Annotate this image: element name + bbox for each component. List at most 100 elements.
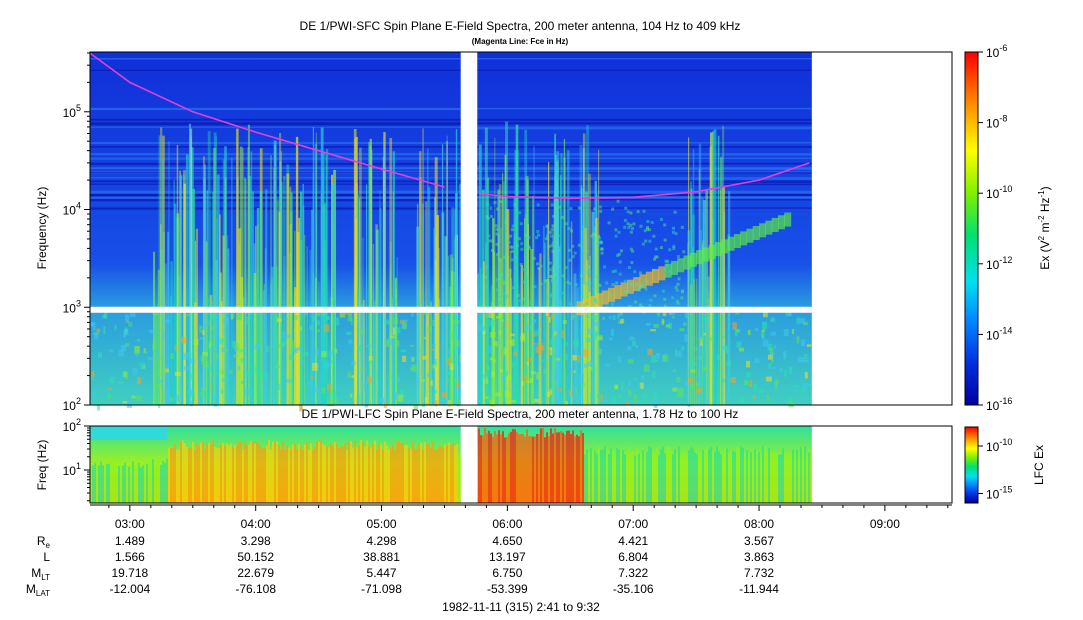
sfc-pixel (411, 356, 415, 362)
lfc-column (248, 444, 250, 503)
lfc-column (100, 461, 102, 503)
sfc-pixel (513, 203, 517, 207)
sfc-pixel (770, 359, 774, 363)
lfc-column (140, 467, 142, 503)
sfc-pixel (650, 355, 657, 363)
sfc-pixel (676, 376, 681, 383)
sfc-pixel (495, 316, 502, 319)
sfc-burst (721, 156, 723, 405)
sfc-burst (165, 306, 167, 405)
sfc-pixel (610, 302, 614, 306)
sfc-pixel (724, 345, 728, 354)
lfc-colorbar-tick-label: 10-15 (986, 485, 1012, 502)
sfc-pixel (617, 356, 622, 363)
sfc-pixel (488, 319, 495, 327)
sfc-pixel (577, 243, 581, 247)
sfc-y-tick-label: 102 (63, 396, 81, 413)
sfc-pixel (350, 317, 353, 326)
sfc-pixel (629, 230, 633, 234)
sfc-pixel (276, 393, 279, 398)
sfc-burst (322, 152, 325, 405)
lfc-column (646, 451, 648, 503)
fce-line (89, 52, 810, 200)
sfc-burst (315, 132, 317, 405)
lfc-column (308, 449, 310, 503)
sfc-pixel (291, 401, 294, 404)
sfc-pixel (603, 398, 608, 405)
sfc-pixel (506, 392, 511, 398)
sfc-pixel (548, 316, 551, 323)
sfc-pixel (681, 346, 684, 351)
sfc-pixel (509, 234, 513, 238)
sfc-pixel (417, 331, 420, 334)
sfc-pixel (699, 356, 703, 360)
sfc-burst (588, 173, 591, 405)
sfc-pixel (539, 282, 543, 286)
sfc-pixel (174, 344, 178, 351)
lfc-column (492, 436, 494, 503)
sfc-pixel (114, 324, 117, 331)
lfc-column (138, 463, 140, 503)
lfc-column (680, 453, 682, 503)
sfc-pixel (94, 332, 99, 340)
sfc-pixel (560, 215, 564, 219)
sfc-pixel (767, 343, 773, 351)
sfc-pixel (644, 239, 648, 243)
sfc-band (477, 126, 812, 130)
sfc-pixel (770, 317, 776, 322)
lfc-column (594, 451, 596, 503)
sfc-emission (727, 236, 735, 251)
ephemeris-value: 3.567 (744, 534, 774, 548)
lfc-column (268, 440, 270, 503)
lfc-column (560, 431, 562, 503)
sfc-pixel (360, 367, 366, 371)
sfc-burst (422, 128, 424, 406)
sfc-pixel (770, 352, 775, 355)
sfc-burst (195, 228, 199, 405)
sfc-pixel (650, 329, 657, 332)
sfc-pixel (549, 275, 553, 279)
sfc-pixel (286, 379, 292, 383)
sfc-pixel (549, 347, 553, 356)
sfc-pixel (148, 329, 155, 334)
sfc-band (477, 183, 812, 186)
sfc-pixel (98, 352, 103, 358)
lfc-column (668, 447, 670, 503)
sfc-pixel (495, 392, 501, 397)
sfc-burst (449, 286, 452, 405)
lfc-column (724, 447, 726, 503)
lfc-column (284, 449, 286, 503)
sfc-pixel (796, 336, 800, 344)
lfc-column (526, 429, 528, 503)
lfc-column (294, 443, 296, 503)
ephemeris-value: 38.881 (363, 550, 400, 564)
sfc-pixel (186, 352, 192, 357)
sfc-pixel (158, 379, 164, 383)
sfc-pixel (513, 351, 518, 356)
sfc-burst (722, 187, 726, 405)
sfc-pixel (803, 321, 808, 326)
lfc-spectrogram-image (90, 426, 952, 503)
lfc-column (748, 455, 750, 503)
lfc-column (682, 452, 684, 503)
sfc-burst (556, 151, 559, 405)
sfc-burst (243, 177, 246, 405)
sfc-pixel (106, 392, 109, 398)
sfc-burst (554, 155, 557, 405)
sfc-burst (290, 192, 293, 405)
sfc-pixel (510, 333, 515, 337)
lfc-column (302, 449, 304, 503)
sfc-pixel (161, 392, 165, 400)
sfc-emission (683, 255, 691, 270)
sfc-burst (693, 279, 695, 405)
sfc-pixel (187, 389, 193, 394)
sfc-pixel (754, 328, 759, 331)
sfc-pixel (527, 246, 531, 250)
lfc-column (234, 444, 236, 503)
lfc-column (778, 454, 780, 503)
sfc-pixel (652, 370, 656, 379)
lfc-column (590, 448, 592, 503)
lfc-column (790, 453, 792, 503)
sfc-pixel (629, 223, 633, 227)
sfc-pixel (493, 341, 498, 347)
